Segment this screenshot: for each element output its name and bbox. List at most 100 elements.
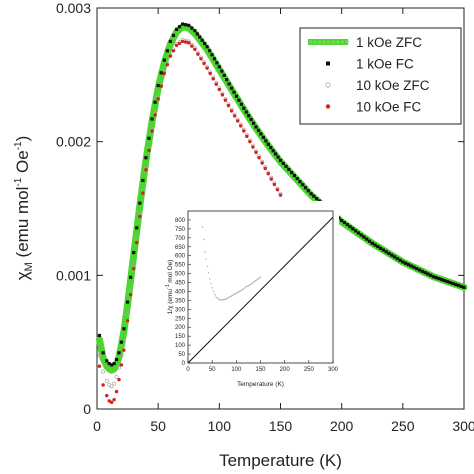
data-point xyxy=(114,389,119,394)
data-point xyxy=(353,229,358,233)
data-point xyxy=(138,201,142,205)
inset-y-tick-label: 150 xyxy=(175,334,186,340)
inset-data-point xyxy=(252,281,254,284)
y-axis-label: χM (emu mol-1 Oe-1) xyxy=(13,136,35,281)
data-point xyxy=(171,49,176,53)
legend-label: 1 kOe FC xyxy=(356,57,414,72)
data-point xyxy=(244,110,248,114)
inset-x-tick-label: 250 xyxy=(304,367,315,373)
inset-series-dots xyxy=(201,226,262,301)
data-point xyxy=(195,32,199,36)
inset-y-axis-label: 1/χ (emu-1 mol Oe) xyxy=(165,260,174,315)
inset-data-point xyxy=(236,291,239,294)
data-point xyxy=(356,231,360,235)
data-point xyxy=(190,26,194,30)
data-point xyxy=(284,164,288,169)
data-point xyxy=(117,351,121,355)
legend-marker xyxy=(327,40,331,44)
data-point xyxy=(193,47,197,52)
data-point xyxy=(278,158,283,162)
inset-y-tick-label: 0 xyxy=(182,361,186,367)
data-point xyxy=(156,97,160,101)
inset-data-point xyxy=(223,298,225,301)
data-point xyxy=(315,197,319,201)
data-point xyxy=(141,191,145,195)
inset-y-tick-label: 500 xyxy=(175,272,186,278)
data-point xyxy=(159,84,163,88)
data-point xyxy=(359,233,363,237)
inset-y-tick-label: 600 xyxy=(175,254,186,260)
data-point xyxy=(442,278,447,283)
data-point xyxy=(210,53,214,57)
data-point xyxy=(212,57,217,61)
data-point xyxy=(367,239,372,243)
data-point xyxy=(415,267,419,271)
inset-data-point xyxy=(256,279,258,281)
inset-y-tick-label: 650 xyxy=(175,245,186,251)
inset-plot: 0 50 100 150 200 250 300 0 50 100 150 200 250 300 350 4… xyxy=(165,201,339,391)
inset-data-point xyxy=(225,297,228,300)
data-point xyxy=(215,61,219,65)
data-point xyxy=(309,192,313,196)
data-point xyxy=(417,268,422,272)
data-point xyxy=(114,374,119,379)
inset-data-point xyxy=(201,226,204,228)
data-point xyxy=(150,129,154,133)
data-point xyxy=(147,148,151,153)
data-point xyxy=(404,261,408,265)
data-point xyxy=(370,241,374,245)
inset-y-tick-label: 350 xyxy=(175,298,186,304)
data-point xyxy=(101,383,105,387)
inset-data-point xyxy=(222,299,224,301)
data-point xyxy=(141,178,145,183)
data-point xyxy=(183,40,188,44)
data-point xyxy=(196,52,200,56)
inset-data-point xyxy=(234,293,236,295)
data-point xyxy=(131,262,136,267)
data-point xyxy=(117,377,121,382)
data-point xyxy=(229,109,234,113)
data-point xyxy=(226,103,231,108)
data-point xyxy=(261,135,265,139)
inset-data-point xyxy=(245,286,247,288)
data-point xyxy=(105,393,109,398)
data-point xyxy=(242,129,246,133)
data-point xyxy=(290,170,294,175)
legend-marker xyxy=(345,40,349,44)
data-point xyxy=(165,49,169,53)
data-point xyxy=(264,139,268,143)
legend-marker xyxy=(309,40,312,44)
data-point xyxy=(174,43,179,48)
data-point xyxy=(153,113,157,117)
legend-swatch xyxy=(326,61,330,66)
data-point xyxy=(101,369,106,374)
inset-data-point xyxy=(203,238,205,241)
x-axis-label: Temperature (K) xyxy=(219,451,342,470)
data-point xyxy=(306,189,310,193)
data-point xyxy=(272,182,277,187)
data-point xyxy=(112,397,116,402)
inset-data-point xyxy=(224,298,227,300)
data-point xyxy=(437,277,441,281)
data-point xyxy=(112,361,116,366)
data-point xyxy=(401,260,405,264)
data-point xyxy=(129,275,133,279)
data-point xyxy=(153,100,157,104)
inset-data-point xyxy=(216,297,218,299)
inset-data-point xyxy=(238,291,240,293)
data-point xyxy=(384,250,388,254)
data-point xyxy=(251,145,255,149)
inset-y-tick-label: 200 xyxy=(175,325,186,331)
data-point xyxy=(423,271,427,275)
legend-marker xyxy=(313,40,317,44)
data-point xyxy=(220,93,225,97)
data-point xyxy=(223,98,228,102)
legend-label: 10 kOe FC xyxy=(356,100,422,115)
data-point xyxy=(174,27,179,31)
inset-data-point xyxy=(250,283,252,286)
data-point xyxy=(97,353,102,358)
inset-background xyxy=(167,201,339,391)
legend-marker xyxy=(341,40,344,44)
inset-data-point xyxy=(230,295,233,297)
